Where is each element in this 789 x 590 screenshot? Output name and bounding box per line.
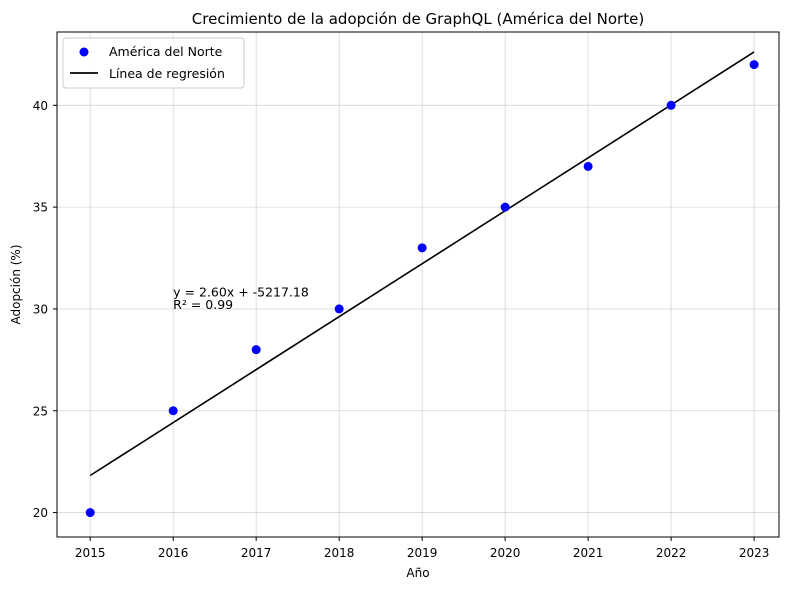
- x-axis-label: Año: [406, 566, 429, 580]
- scatter-point: [749, 60, 759, 70]
- grid: [57, 32, 779, 537]
- scatter-point: [500, 202, 510, 212]
- scatter-point: [85, 508, 95, 518]
- x-tick-label: 2021: [573, 546, 604, 560]
- legend-label-regression: Línea de regresión: [109, 66, 225, 81]
- x-tick-label: 2023: [739, 546, 770, 560]
- x-tick-label: 2015: [75, 546, 106, 560]
- scatter-points: [85, 60, 759, 518]
- scatter-point: [251, 345, 261, 355]
- plot-frame: [56, 31, 780, 538]
- y-tick-label: 30: [33, 302, 48, 316]
- scatter-point: [168, 406, 178, 416]
- y-tick-label: 20: [33, 506, 48, 520]
- legend-label-scatter: América del Norte: [109, 44, 223, 59]
- scatter-point: [417, 243, 427, 253]
- x-axis-ticks: 2015 2016 2017 2018 2019 2020 2021 2022 2023: [75, 537, 769, 560]
- y-tick-label: 35: [33, 201, 48, 215]
- scatter-point: [334, 304, 344, 314]
- annotation-text: y = 2.60x + -5217.18: [173, 285, 309, 300]
- scatter-point: [666, 100, 676, 110]
- y-axis-ticks: 20 25 30 35 40: [33, 99, 57, 520]
- x-tick-label: 2019: [407, 546, 438, 560]
- x-tick-label: 2016: [158, 546, 189, 560]
- scatter-point: [583, 161, 593, 171]
- y-axis-label: Adopción (%): [9, 244, 23, 324]
- x-tick-label: 2020: [490, 546, 521, 560]
- x-tick-label: 2017: [241, 546, 272, 560]
- x-tick-label: 2022: [656, 546, 687, 560]
- chart-title: Crecimiento de la adopción de GraphQL (A…: [192, 10, 644, 28]
- y-tick-label: 40: [33, 99, 48, 113]
- y-tick-label: 25: [33, 404, 48, 418]
- annotation-text: R² = 0.99: [173, 297, 233, 312]
- x-tick-label: 2018: [324, 546, 355, 560]
- legend-marker-scatter: [79, 47, 89, 57]
- regression-line: [89, 51, 755, 477]
- regression-layer: [89, 51, 755, 477]
- legend-box: [62, 37, 245, 89]
- legend: América del Norte Línea de regresión: [62, 37, 245, 89]
